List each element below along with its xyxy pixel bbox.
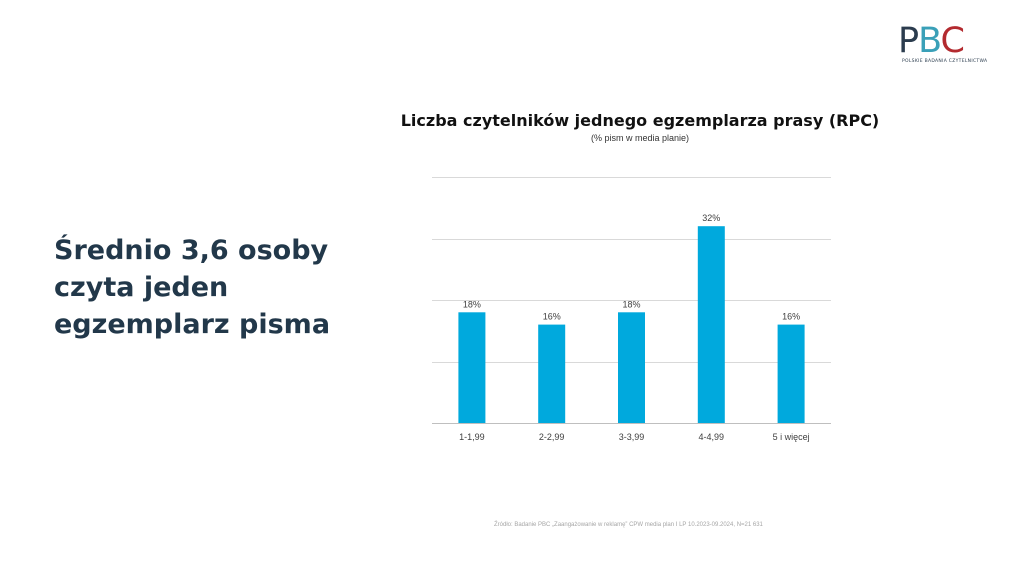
chart-title: Liczba czytelników jednego egzemplarza p…: [401, 111, 880, 130]
bars: [458, 226, 805, 423]
logo-letter-b: B: [918, 21, 941, 61]
category-label: 2-2,99: [539, 432, 565, 442]
category-label: 4-4,99: [699, 432, 725, 442]
logo-letter-c: C: [940, 21, 965, 61]
bar: [618, 312, 645, 423]
logo-tagline: POLSKIE BADANIA CZYTELNICTWA: [902, 59, 988, 64]
headline: Średnio 3,6 osoby czyta jeden egzemplarz…: [54, 235, 331, 340]
bar: [538, 324, 566, 423]
bar: [458, 312, 486, 423]
data-label: 16%: [782, 312, 800, 322]
logo-letter-p: P: [898, 21, 919, 61]
bar: [777, 324, 805, 423]
bar: [697, 226, 725, 423]
data-label: 18%: [463, 299, 481, 309]
category-label: 1-1,99: [459, 432, 485, 442]
data-label: 16%: [543, 312, 561, 322]
data-labels: 18% 16% 18% 32% 16%: [463, 213, 800, 321]
gridlines: [432, 177, 831, 424]
pbc-logo-letters: PBC: [898, 21, 965, 61]
data-label: 18%: [622, 299, 640, 309]
source-note: Źródło: Badanie PBC „Zaangażowanie w rek…: [494, 522, 763, 528]
category-labels: 1-1,99 2-2,99 3-3,99 4-4,99 5 i więcej: [459, 432, 809, 442]
category-label: 5 i więcej: [773, 432, 810, 442]
pbc-logo: PBC POLSKIE BADANIA CZYTELNICTWA: [898, 22, 988, 68]
chart-subtitle: (% pism w media planie): [591, 133, 689, 143]
category-label: 3-3,99: [619, 432, 645, 442]
data-label: 32%: [702, 213, 720, 223]
